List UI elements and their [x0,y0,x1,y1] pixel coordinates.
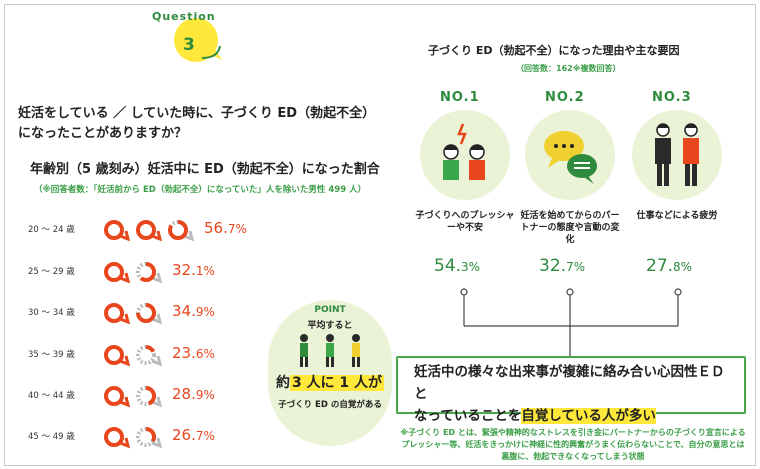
age-row: 30 ～ 34 歳 34.9% [22,300,362,326]
age-label: 40 ～ 44 歳 [28,391,75,401]
age-percent: 32.1% [172,261,215,279]
footnote: ※子づくり ED とは、緊張や精神的なストレスを引き金にパートナーからの子づくり… [400,428,746,461]
question-number: 3 [183,35,195,55]
partial-ring-icon [136,427,163,449]
age-label: 20 ～ 24 歳 [28,225,75,235]
age-percent: 28.9% [172,385,215,403]
reason-percent: 32.7% [539,256,586,276]
age-percent: 23.6% [172,344,215,362]
reason-circle [632,110,722,200]
question-text: 妊活をしている ／ していた時に、子づくり ED（勃起不全）になったことがありま… [18,106,376,141]
age-row: 45 ～ 49 歳 26.7% [22,424,362,450]
reason-circle [420,110,510,200]
ratio-icons [104,386,163,408]
ring-icon [104,427,131,449]
infographic-frame [4,4,756,466]
tired-workers-icon [655,123,699,186]
age-row: 25 ～ 29 歳 32.1% [22,259,362,285]
point-footer: 子づくり ED の自覚がある [278,400,382,410]
age-label: 30 ～ 34 歳 [28,308,75,318]
ratio-icons [104,345,163,367]
age-label: 45 ～ 49 歳 [28,432,75,442]
reason-label: 子づくりへのプレッシャーや不安 [415,211,515,233]
age-section-note: （※回答者数：「妊活前から ED（勃起不全）になっていた」人を除いた男性 499… [34,185,367,195]
ring-icon [104,303,131,325]
ratio-icons [104,262,163,284]
partial-ring-icon [136,386,163,408]
reasons-title: 子づくり ED（勃起不全）になった理由や主な要因 [428,44,680,57]
reasons-note: （回答数：162※複数回答） [516,64,621,73]
partial-ring-icon [136,303,163,325]
reason-rank: NO.1 [440,90,480,105]
ring-icon [104,345,131,367]
point-bubble [268,300,392,446]
age-label: 35 ～ 39 歳 [28,350,75,360]
reason-rank: NO.2 [545,90,585,105]
ring-icon [104,386,131,408]
age-percent: 26.7% [172,426,215,444]
ring-icon [104,220,131,242]
reason-percent: 54.3% [434,256,481,276]
ratio-icons [104,303,163,325]
age-row: 20 ～ 24 歳 56.7% [22,217,362,243]
ring-icon [104,262,131,284]
ratio-icons [104,220,195,242]
result-text: 妊活中の様々な出来事が複雑に絡み合い心因性ＥＤと なっていることを自覚している人… [414,364,725,424]
age-row: 40 ～ 44 歳 28.9% [22,383,362,409]
point-title: POINT [314,305,346,315]
ring-icon [136,220,163,242]
reason-percent: 27.8% [646,256,693,276]
partial-ring-icon [136,345,163,367]
reason-label: 妊活を始めてからのパートナーの態度や言動の変化 [520,211,620,245]
question-word: Question [152,10,216,23]
reason-rank: NO.3 [652,90,692,105]
partial-ring-icon [136,262,163,284]
partial-ring-icon [168,220,195,242]
age-row: 35 ～ 39 歳 23.6% [22,342,362,368]
connector-lines [460,288,682,356]
age-percent: 56.7% [204,219,247,237]
age-percent: 34.9% [172,302,215,320]
ratio-icons [104,427,163,449]
question-badge-icon [174,18,222,62]
age-label: 25 ～ 29 歳 [28,267,75,277]
three-men-icon [300,334,360,367]
stressed-people-icon [443,123,485,180]
reason-label: 仕事などによる疲労 [636,211,718,221]
speech-bubbles-icon [544,131,597,184]
point-sub: 平均すると [307,321,353,331]
age-section-title: 年齢別（5 歳刻み）妊活中に ED（勃起不全）になった割合 [30,162,380,177]
